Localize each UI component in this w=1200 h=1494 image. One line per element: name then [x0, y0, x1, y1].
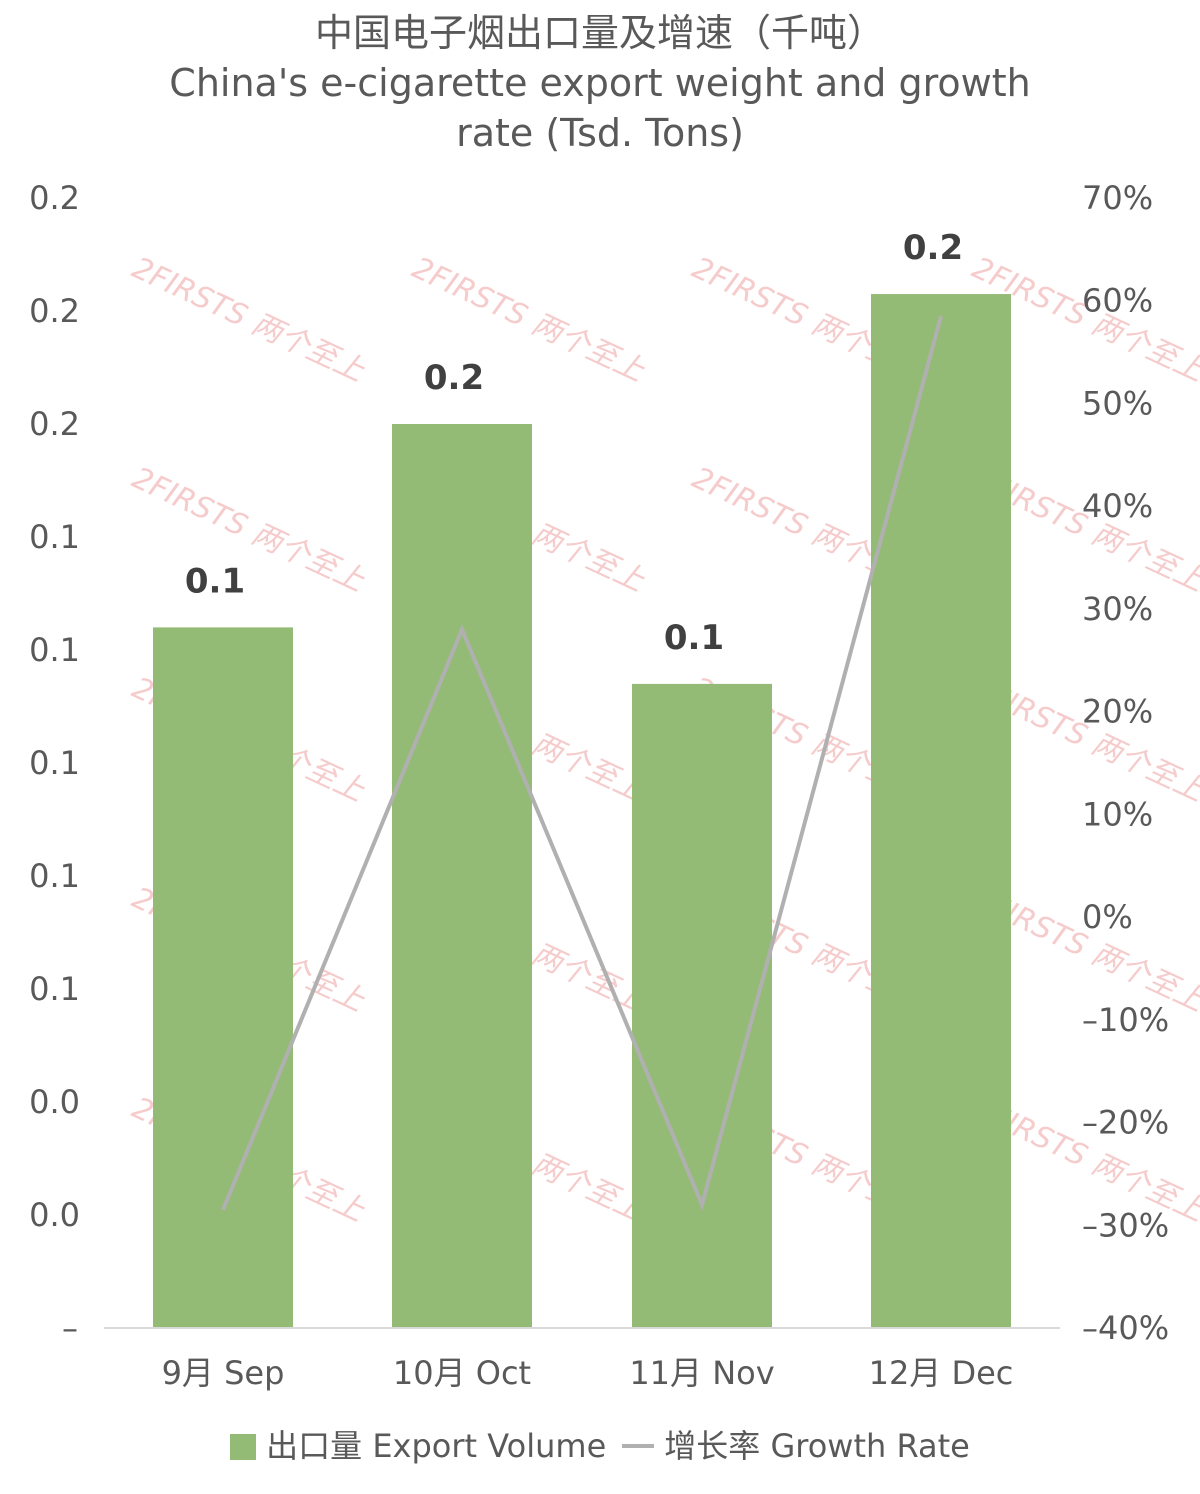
right-tick-label: –40% — [1082, 1309, 1169, 1347]
right-tick-label: 30% — [1082, 590, 1153, 628]
bar-series — [153, 294, 1011, 1328]
right-tick-label: 20% — [1082, 693, 1153, 731]
x-axis-label-4: 12月 Dec — [869, 1354, 1014, 1392]
x-axis-label-1: 9月 Sep — [162, 1354, 285, 1392]
legend-line-swatch — [622, 1444, 655, 1448]
right-tick-label: 10% — [1082, 795, 1153, 833]
bar-3 — [632, 683, 772, 1328]
left-tick-label: 0.1 — [29, 744, 80, 782]
watermark-text: 2FIRSTS 两个至上 — [127, 251, 371, 390]
right-tick-label: –20% — [1082, 1104, 1169, 1142]
left-tick-label: 0.2 — [29, 179, 80, 217]
left-tick-label: 0.1 — [29, 518, 80, 556]
legend: 出口量 Export Volume 增长率 Growth Rate — [0, 1424, 1200, 1468]
x-axis-label-2: 10月 Oct — [393, 1354, 531, 1392]
growth-rate-line — [221, 315, 943, 1211]
left-tick-label: 0.1 — [29, 970, 80, 1008]
left-tick-label: 0.1 — [29, 857, 80, 895]
right-tick-label: 0% — [1082, 898, 1133, 936]
bar-4 — [871, 294, 1011, 1328]
x-axis-labels: 9月 Sep 10月 Oct 11月 Nov 12月 Dec — [162, 1354, 1014, 1392]
data-label-1: 0.1 — [185, 561, 245, 601]
watermark-text: 2FIRSTS 两个至上 — [127, 461, 371, 600]
data-label-4: 0.2 — [903, 228, 963, 268]
x-axis-label-3: 11月 Nov — [629, 1354, 774, 1392]
left-tick-label: – — [62, 1309, 78, 1347]
legend-bar-label: 出口量 Export Volume — [266, 1427, 607, 1465]
chart-title-en-line2: rate (Tsd. Tons) — [456, 111, 744, 155]
right-tick-label: 70% — [1082, 179, 1153, 217]
left-tick-label: 0.2 — [29, 292, 80, 330]
right-tick-label: 60% — [1082, 282, 1153, 320]
chart-title-cn: 中国电子烟出口量及增速（千吨） — [314, 11, 885, 55]
right-tick-label: 40% — [1082, 487, 1153, 525]
bar-2 — [392, 424, 532, 1328]
data-label-2: 0.2 — [424, 358, 484, 398]
left-tick-label: 0.2 — [29, 405, 80, 443]
legend-line-label: 增长率 Growth Rate — [664, 1427, 970, 1465]
left-tick-label: 0.0 — [29, 1083, 80, 1121]
left-tick-label: 0.1 — [29, 631, 80, 669]
right-tick-label: 50% — [1082, 384, 1153, 422]
right-tick-label: –10% — [1082, 1001, 1169, 1039]
left-axis-ticks: 0.2 0.2 0.2 0.1 0.1 0.1 0.1 0.1 0.0 0.0 – — [29, 179, 80, 1347]
right-axis-ticks: 70% 60% 50% 40% 30% 20% 10% 0% –10% –20% –30% –40% — [1082, 179, 1169, 1347]
legend-bar-swatch — [230, 1434, 257, 1460]
right-tick-label: –30% — [1082, 1206, 1169, 1244]
data-label-3: 0.1 — [664, 618, 724, 658]
left-tick-label: 0.0 — [29, 1196, 80, 1234]
bar-1 — [153, 627, 293, 1328]
data-labels: 0.1 0.2 0.1 0.2 — [185, 228, 963, 658]
chart-title-en-line1: China's e-cigarette export weight and gr… — [169, 61, 1031, 105]
